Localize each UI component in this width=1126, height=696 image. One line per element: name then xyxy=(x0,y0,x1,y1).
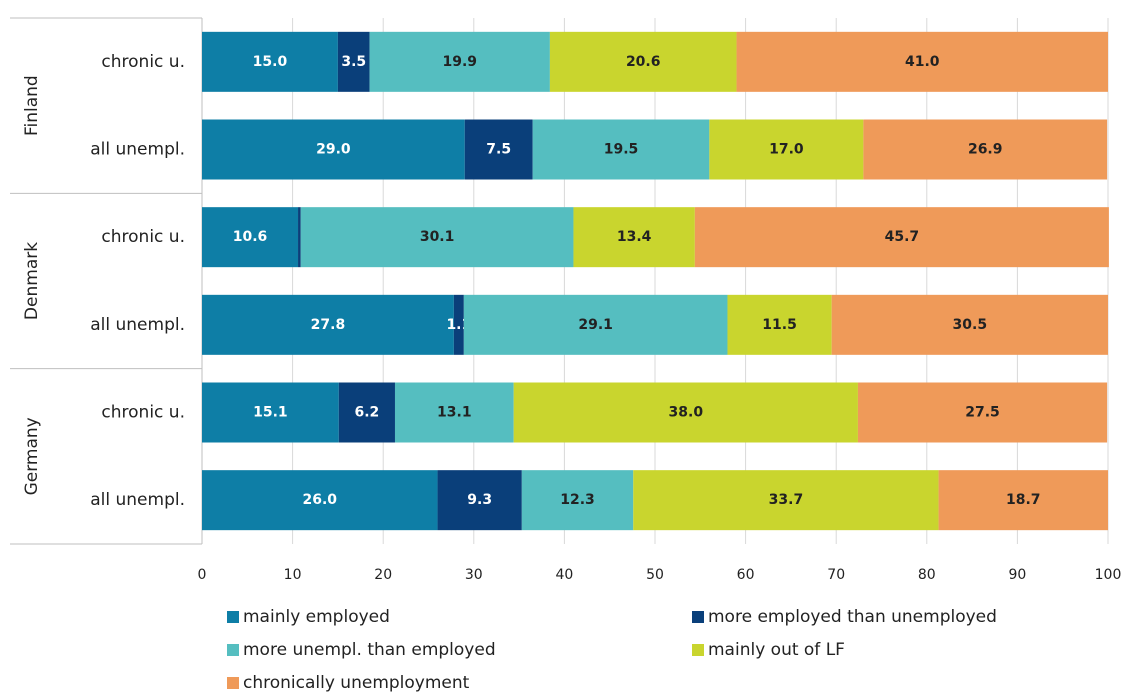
category-label: all unempl. xyxy=(90,140,185,160)
value-label: 13.1 xyxy=(437,405,472,421)
bar-segment xyxy=(857,382,1108,443)
bar-segment xyxy=(202,470,438,531)
value-label: 17.0 xyxy=(769,142,804,158)
category-label: chronic u. xyxy=(101,403,185,423)
category-label: chronic u. xyxy=(101,227,185,247)
bar-segment xyxy=(831,294,1108,355)
value-label: 38.0 xyxy=(669,405,704,421)
legend-label: mainly out of LF xyxy=(708,640,845,660)
value-label: 3.5 xyxy=(341,54,366,70)
value-label: 6.2 xyxy=(354,405,379,421)
bar-segment xyxy=(633,470,939,531)
group-label: Denmark xyxy=(22,242,42,320)
value-label: 10.6 xyxy=(233,229,268,245)
value-label: 33.7 xyxy=(769,492,804,508)
legend-label: more unempl. than employed xyxy=(243,640,496,660)
value-label: 30.5 xyxy=(953,317,988,333)
value-label: 9.3 xyxy=(467,492,492,508)
legend-label: chronically unemployment xyxy=(243,673,470,693)
legend-swatch xyxy=(227,611,239,623)
x-tick-label: 70 xyxy=(827,567,845,583)
bar-segment xyxy=(202,382,339,443)
value-label: 19.9 xyxy=(442,54,477,70)
bar-segment xyxy=(338,382,395,443)
x-tick-label: 50 xyxy=(646,567,664,583)
legend-swatch xyxy=(692,644,704,656)
category-label: all unempl. xyxy=(90,490,185,510)
bar-segment xyxy=(863,119,1108,180)
value-label: 30.1 xyxy=(420,229,455,245)
value-label: 12.3 xyxy=(560,492,595,508)
bar-segment xyxy=(298,207,301,268)
bar-segment xyxy=(337,31,370,92)
x-tick-label: 80 xyxy=(918,567,936,583)
x-tick-label: 30 xyxy=(465,567,483,583)
group-label: Finland xyxy=(22,75,42,136)
value-label: 19.5 xyxy=(604,142,639,158)
value-label: 26.9 xyxy=(968,142,1003,158)
value-label: 18.7 xyxy=(1006,492,1041,508)
bar-segment xyxy=(709,119,864,180)
value-label: 20.6 xyxy=(626,54,661,70)
bar-segment xyxy=(521,470,634,531)
bar-segment xyxy=(202,294,454,355)
value-label: 7.5 xyxy=(486,142,511,158)
value-label: 41.0 xyxy=(905,54,940,70)
bar-segment xyxy=(202,207,299,268)
bar-segment xyxy=(727,294,832,355)
x-tick-label: 20 xyxy=(374,567,392,583)
x-tick-label: 10 xyxy=(284,567,302,583)
value-label: 26.0 xyxy=(303,492,338,508)
value-label: 29.0 xyxy=(316,142,351,158)
group-label: Germany xyxy=(22,417,42,495)
value-label: 45.7 xyxy=(885,229,920,245)
legend-swatch xyxy=(227,644,239,656)
bar-segment xyxy=(437,470,522,531)
x-tick-label: 60 xyxy=(737,567,755,583)
bar-segment xyxy=(573,207,695,268)
bar-segment xyxy=(694,207,1109,268)
bar-segment xyxy=(513,382,858,443)
bar-segment xyxy=(453,294,464,355)
category-label: all unempl. xyxy=(90,315,185,335)
value-label: 11.5 xyxy=(762,317,797,333)
bar-segment xyxy=(532,119,710,180)
x-tick-label: 0 xyxy=(198,567,207,583)
bar-segment xyxy=(369,31,550,92)
bar-segment xyxy=(464,119,533,180)
bar-segment xyxy=(463,294,728,355)
category-label: chronic u. xyxy=(101,52,185,72)
bar-segment xyxy=(202,31,338,92)
x-tick-label: 100 xyxy=(1095,567,1122,583)
legend-swatch xyxy=(227,677,239,689)
bar-segment xyxy=(202,119,465,180)
value-label: 29.1 xyxy=(578,317,613,333)
bar-segment xyxy=(549,31,737,92)
value-label: 27.5 xyxy=(965,405,1000,421)
bar-segment xyxy=(938,470,1108,531)
bar-segment xyxy=(300,207,574,268)
value-label: 27.8 xyxy=(311,317,346,333)
bar-segment xyxy=(394,382,514,443)
value-label: 13.4 xyxy=(617,229,652,245)
x-tick-label: 90 xyxy=(1008,567,1026,583)
value-label: 15.0 xyxy=(253,54,288,70)
bar-segment xyxy=(736,31,1108,92)
x-tick-label: 40 xyxy=(555,567,573,583)
legend-label: mainly employed xyxy=(243,607,390,627)
value-label: 15.1 xyxy=(253,405,288,421)
legend-swatch xyxy=(692,611,704,623)
legend-label: more employed than unemployed xyxy=(708,607,997,627)
